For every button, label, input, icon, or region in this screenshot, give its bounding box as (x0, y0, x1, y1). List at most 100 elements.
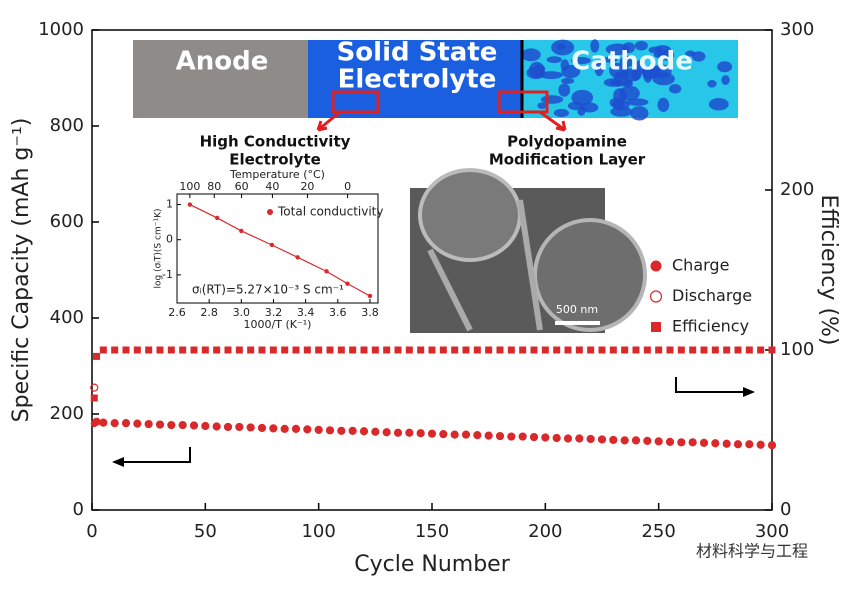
cathode-particle (721, 75, 730, 85)
cathode-particles (521, 39, 733, 121)
inset-point (295, 255, 300, 260)
inset-y-tick-label: -1 (162, 268, 173, 281)
cathode-particle (609, 79, 633, 87)
data-point (507, 433, 515, 441)
discharge-point (439, 430, 448, 439)
efficiency-point (598, 346, 606, 354)
efficiency-point (496, 346, 504, 354)
discharge-point (711, 439, 720, 448)
axis-arrow-head (743, 387, 755, 397)
discharge-point (495, 431, 505, 441)
cathode-particle (651, 64, 672, 79)
inset-point (345, 281, 350, 286)
inset-x-label: 1000/T (K⁻¹) (244, 318, 312, 331)
data-point (451, 431, 459, 439)
cathode-particle (594, 60, 604, 77)
efficiency-point (315, 346, 323, 354)
data-point (326, 426, 334, 434)
data-point (360, 427, 368, 435)
efficiency-point (462, 346, 470, 354)
inset-x-tick-label: 3.6 (329, 306, 347, 319)
efficiency-point (541, 346, 549, 354)
efficiency-point (768, 346, 776, 354)
data-point (439, 430, 447, 438)
efficiency-point (167, 346, 175, 354)
data-point (349, 427, 357, 435)
efficiency-point (553, 346, 561, 354)
callout-label: Polydopamine (507, 133, 627, 151)
cathode-particle (610, 106, 633, 117)
efficiency-point (394, 346, 402, 354)
callout-box (331, 90, 380, 114)
cathode-particle (558, 83, 571, 97)
watermark: 材料科学与工程 (696, 542, 808, 561)
plot-frame (91, 29, 773, 511)
discharge-point (688, 438, 697, 447)
inset-x-tick-label: 3.4 (297, 306, 315, 319)
inset-x-tick-label: 3.0 (233, 306, 251, 319)
discharge-point (699, 438, 709, 447)
inset-x2-tick-label: 100 (179, 180, 200, 193)
cathode-particle (668, 83, 682, 94)
cathode-particle (521, 48, 541, 62)
efficiency-point (247, 346, 255, 354)
efficiency-point (235, 346, 243, 354)
discharge-point (291, 424, 301, 433)
efficiency-point (587, 346, 595, 354)
cathode-particle (653, 50, 673, 59)
discharge-point (133, 419, 142, 428)
efficiency-point (99, 346, 107, 354)
cathode-particle (634, 40, 648, 51)
inset-point (269, 242, 275, 248)
discharge-point (450, 430, 459, 439)
data-point (337, 427, 345, 435)
data-point (473, 431, 481, 439)
discharge-point (484, 431, 493, 440)
inset-line (189, 204, 371, 297)
data-point (247, 423, 255, 431)
discharge-point (325, 426, 335, 435)
data-point (394, 429, 402, 437)
efficiency-point (575, 346, 583, 354)
inset-x-tick-label: 3.8 (361, 306, 379, 319)
efficiency-point (689, 346, 697, 354)
cathode-particle (619, 55, 635, 68)
scale-bar-label: 500 nm (556, 303, 598, 316)
cathode-particle (657, 97, 670, 113)
discharge-point (518, 432, 527, 441)
efficiency-point (371, 346, 379, 354)
efficiency-point (677, 346, 685, 354)
discharge-point (189, 421, 199, 430)
data-point (179, 421, 187, 429)
discharge-point (257, 423, 267, 433)
inset-point (367, 293, 373, 299)
discharge-point (121, 419, 131, 428)
inset-y-label: log (σᵢT)(S cm⁻¹K) (154, 209, 164, 289)
callout-label: Modification Layer (489, 151, 646, 169)
efficiency-point (428, 346, 436, 354)
data-point (258, 424, 266, 432)
efficiency-point (145, 346, 153, 354)
inset-frame (176, 193, 379, 304)
efficiency-point (666, 346, 674, 354)
inset-point (324, 269, 329, 274)
discharge-point (280, 424, 289, 433)
legend-marker (649, 290, 663, 303)
discharge-point (665, 437, 675, 446)
data-point (145, 420, 153, 428)
efficiency-point (734, 346, 742, 354)
efficiency-point (360, 346, 368, 354)
discharge-point (745, 440, 754, 449)
x-tick-label: 0 (86, 521, 97, 542)
discharge-point (212, 422, 221, 431)
efficiency-point (190, 346, 198, 354)
cathode-particle (630, 106, 649, 121)
cathode-particle (590, 39, 600, 53)
discharge-point (575, 434, 584, 443)
data-point (99, 419, 107, 427)
cathode-particle (556, 43, 566, 50)
inset-legend-marker (267, 209, 273, 215)
discharge-point (586, 434, 595, 444)
y-tick-label: 1000 (38, 19, 84, 40)
